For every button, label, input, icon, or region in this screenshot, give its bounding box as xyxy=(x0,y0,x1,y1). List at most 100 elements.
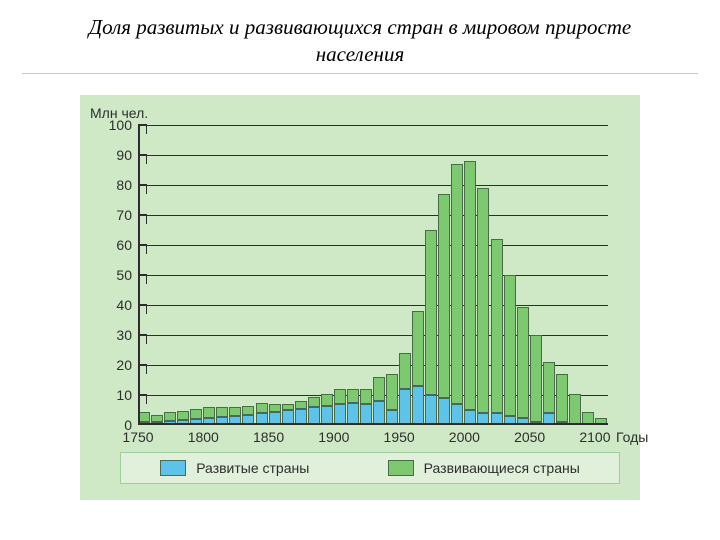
y-tick-label: 30 xyxy=(116,327,138,343)
bar-segment-developing xyxy=(229,407,241,416)
legend-swatch-developed xyxy=(160,460,186,476)
bar xyxy=(282,404,294,425)
y-tick-label: 100 xyxy=(109,117,138,133)
bar-segment-developed xyxy=(373,401,385,425)
bar-segment-developing xyxy=(504,275,516,416)
bar-segment-developing xyxy=(543,362,555,413)
bar-segment-developing xyxy=(373,377,385,401)
bar-segment-developing xyxy=(451,164,463,404)
bar xyxy=(308,397,320,426)
bar xyxy=(543,362,555,425)
bar-segment-developed xyxy=(399,389,411,425)
bar xyxy=(477,188,489,425)
y-tick-mark xyxy=(138,154,147,164)
bar-segment-developed xyxy=(412,386,424,425)
x-tick-label: 2100 xyxy=(579,425,610,445)
bar xyxy=(347,389,359,425)
bar-segment-developing xyxy=(269,404,281,412)
bar xyxy=(530,335,542,425)
x-tick-label: 1950 xyxy=(384,425,415,445)
bar-segment-developing xyxy=(256,403,268,413)
bar-segment-developing xyxy=(386,374,398,410)
y-tick-label: 80 xyxy=(116,177,138,193)
y-tick-label: 20 xyxy=(116,357,138,373)
bar xyxy=(464,161,476,425)
chart-panel: Млн чел. 0102030405060708090100 17501800… xyxy=(80,95,640,500)
bar-segment-developing xyxy=(464,161,476,410)
bar xyxy=(556,374,568,425)
legend-label-developed: Развитые страны xyxy=(196,460,309,476)
x-tick-label: 1900 xyxy=(318,425,349,445)
bar-segment-developing xyxy=(308,397,320,408)
y-tick-mark xyxy=(138,394,147,404)
bar xyxy=(504,275,516,425)
y-tick-mark xyxy=(138,214,147,224)
x-axis-title: Годы xyxy=(608,425,648,445)
bar-segment-developing xyxy=(321,394,333,406)
bar-segment-developing xyxy=(334,389,346,404)
bar-segment-developing xyxy=(399,353,411,389)
x-tick-label: 2000 xyxy=(449,425,480,445)
bar xyxy=(412,311,424,425)
bar-segment-developing xyxy=(347,389,359,403)
bar-segment-developing xyxy=(295,401,307,409)
bar-segment-developing xyxy=(164,412,176,420)
y-tick-label: 10 xyxy=(116,387,138,403)
legend-swatch-developing xyxy=(388,460,414,476)
bar xyxy=(295,401,307,425)
bar-segment-developed xyxy=(425,395,437,425)
bar-segment-developing xyxy=(151,415,163,423)
bar xyxy=(360,389,372,425)
bar-segment-developing xyxy=(438,194,450,398)
bar-segment-developing xyxy=(556,374,568,422)
y-tick-mark xyxy=(138,124,147,134)
y-tick-label: 70 xyxy=(116,207,138,223)
bar xyxy=(425,230,437,425)
bar-segment-developed xyxy=(360,404,372,425)
x-tick-label: 1750 xyxy=(122,425,153,445)
bar xyxy=(399,353,411,425)
bar-segment-developing xyxy=(282,404,294,410)
bar xyxy=(334,389,346,425)
y-tick-mark xyxy=(138,274,147,284)
bar-segment-developing xyxy=(569,394,581,424)
y-tick-label: 60 xyxy=(116,237,138,253)
bar xyxy=(569,394,581,426)
bar-segment-developing xyxy=(477,188,489,413)
bar-segment-developing xyxy=(491,239,503,413)
y-tick-mark xyxy=(138,334,147,344)
bar xyxy=(256,403,268,425)
bars-layer xyxy=(138,125,608,425)
bar-segment-developed xyxy=(347,403,359,426)
y-tick-mark xyxy=(138,364,147,374)
bar xyxy=(321,394,333,426)
bar-segment-developing xyxy=(530,335,542,422)
bar-segment-developing xyxy=(517,307,529,418)
y-tick-label: 40 xyxy=(116,297,138,313)
y-tick-mark xyxy=(138,304,147,314)
bar xyxy=(269,404,281,425)
bar xyxy=(451,164,463,425)
legend-item-developing: Развивающиеся страны xyxy=(388,460,580,476)
bar xyxy=(373,377,385,425)
bar-segment-developing xyxy=(425,230,437,395)
bar xyxy=(386,374,398,425)
bar xyxy=(491,239,503,425)
legend-item-developed: Развитые страны xyxy=(160,460,309,476)
bar-segment-developed xyxy=(334,404,346,425)
page-title: Доля развитых и развивающихся стран в ми… xyxy=(22,0,698,74)
bar-segment-developing xyxy=(216,407,228,417)
y-tick-mark xyxy=(138,184,147,194)
bar-segment-developed xyxy=(438,398,450,425)
bar-segment-developing xyxy=(177,411,189,420)
y-tick-mark xyxy=(138,244,147,254)
bar xyxy=(438,194,450,425)
bar-segment-developing xyxy=(203,407,215,418)
y-tick-label: 90 xyxy=(116,147,138,163)
bar-segment-developed xyxy=(451,404,463,425)
x-tick-label: 1850 xyxy=(253,425,284,445)
bar-segment-developing xyxy=(242,406,254,415)
bar xyxy=(517,307,529,426)
bar-segment-developing xyxy=(190,409,202,419)
bar-segment-developing xyxy=(412,311,424,386)
